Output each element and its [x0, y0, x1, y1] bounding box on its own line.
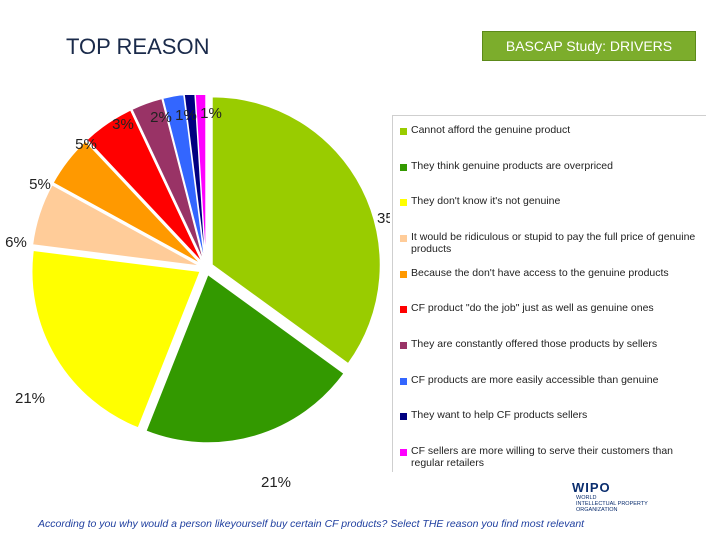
slice-value-label: 6%	[5, 234, 27, 251]
pie-slice	[211, 96, 381, 365]
slice-value-label: 1%	[200, 105, 222, 122]
legend-label: CF products are more easily accessible t…	[411, 374, 659, 386]
pie-slice	[162, 95, 206, 262]
slice-value-label: 1%	[175, 107, 197, 124]
legend-item: Because the don't have access to the gen…	[400, 267, 706, 279]
page-title: TOP REASON	[66, 34, 210, 59]
legend-swatch	[400, 306, 407, 313]
legend-swatch	[400, 128, 407, 135]
legend-label: CF product "do the job" just as well as …	[411, 302, 654, 314]
slice-value-label: 3%	[112, 116, 134, 133]
legend-label: They don't know it's not genuine	[411, 195, 561, 207]
pie-slice	[194, 95, 207, 262]
legend-label: Because the don't have access to the gen…	[411, 267, 669, 279]
pie-chart: 35%21%21%6%5%5%3%2%1%1%	[5, 95, 390, 491]
legend-item: Cannot afford the genuine product	[400, 124, 706, 136]
chart-legend: Cannot afford the genuine product They th…	[392, 115, 706, 472]
pie-slice	[131, 98, 205, 262]
logo-word: WIPO	[572, 480, 611, 495]
legend-item: They think genuine products are overpric…	[400, 160, 706, 172]
legend-item: CF sellers are more willing to serve the…	[400, 445, 706, 469]
legend-item: They are constantly offered those produc…	[400, 338, 706, 350]
slice-value-label: 5%	[29, 176, 51, 193]
legend-item: It would be ridiculous or stupid to pay …	[400, 231, 706, 255]
legend-swatch	[400, 413, 407, 420]
survey-question: According to you why would a person like…	[38, 518, 585, 530]
pie-slice	[145, 273, 345, 444]
legend-swatch	[400, 164, 407, 171]
pie-slice	[183, 95, 206, 262]
slice-value-label: 35%	[377, 210, 390, 227]
legend-swatch	[400, 378, 407, 385]
pie-slice	[52, 140, 201, 265]
wipo-logo: WIPO WORLD INTELLECTUAL PROPERTY ORGANIZ…	[566, 480, 706, 513]
legend-label: Cannot afford the genuine product	[411, 124, 571, 136]
legend-swatch	[400, 199, 407, 206]
legend-swatch	[400, 235, 407, 242]
slice-value-label: 21%	[15, 390, 45, 407]
legend-swatch	[400, 449, 407, 456]
legend-swatch	[400, 271, 407, 278]
pie-slice	[31, 249, 201, 429]
pie-slice	[86, 109, 203, 263]
study-badge: BASCAP Study: DRIVERS	[482, 31, 696, 61]
legend-label: It would be ridiculous or stupid to pay …	[411, 231, 696, 255]
legend-label: They want to help CF products sellers	[411, 409, 588, 421]
logo-subtitle-1: WORLD	[576, 495, 597, 501]
pie-slice	[32, 184, 200, 267]
legend-swatch	[400, 342, 407, 349]
legend-item: They don't know it's not genuine	[400, 195, 706, 207]
slice-value-label: 2%	[150, 109, 172, 126]
legend-item: CF product "do the job" just as well as …	[400, 302, 706, 314]
slice-value-label: 21%	[261, 474, 291, 491]
legend-label: They think genuine products are overpric…	[411, 160, 613, 172]
slice-value-label: 5%	[75, 136, 97, 153]
legend-item: They want to help CF products sellers	[400, 409, 706, 421]
legend-label: They are constantly offered those produc…	[411, 338, 658, 350]
logo-subtitle-3: ORGANIZATION	[576, 507, 618, 513]
logo-subtitle-2: INTELLECTUAL PROPERTY	[576, 501, 648, 507]
legend-item: CF products are more easily accessible t…	[400, 374, 706, 386]
legend-label: CF sellers are more willing to serve the…	[411, 445, 674, 469]
